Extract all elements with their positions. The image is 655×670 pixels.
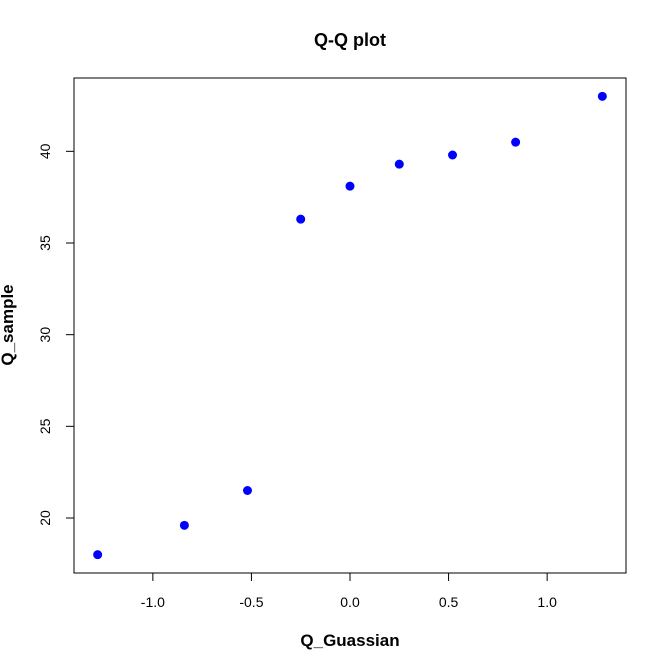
y-tick-label: 25 bbox=[37, 418, 53, 434]
y-tick-label: 30 bbox=[37, 327, 53, 343]
data-point bbox=[394, 159, 404, 169]
data-point bbox=[242, 486, 252, 495]
x-tick-label: 1.0 bbox=[537, 594, 557, 610]
data-point bbox=[511, 137, 521, 147]
y-axis-label: Q_sample bbox=[0, 284, 17, 365]
data-point bbox=[93, 550, 103, 560]
x-tick-label: 0.0 bbox=[340, 594, 360, 610]
data-point bbox=[296, 214, 306, 224]
data-point bbox=[597, 91, 607, 101]
x-tick-label: -1.0 bbox=[141, 594, 165, 610]
chart-title: Q-Q plot bbox=[314, 30, 386, 50]
y-tick-label: 40 bbox=[37, 143, 53, 159]
x-axis-ticks: -1.0 -0.5 0.0 0.5 1.0 bbox=[141, 573, 557, 610]
y-axis-ticks: 20 25 30 35 40 bbox=[37, 143, 74, 526]
x-axis-label: Q_Guassian bbox=[300, 631, 399, 650]
data-point bbox=[179, 520, 189, 530]
y-tick-label: 20 bbox=[37, 510, 53, 526]
data-point bbox=[345, 181, 355, 191]
data-points bbox=[93, 91, 607, 560]
x-tick-label: -0.5 bbox=[239, 594, 263, 610]
x-tick-label: 0.5 bbox=[439, 594, 459, 610]
plot-frame bbox=[73, 77, 627, 574]
y-tick-label: 35 bbox=[37, 235, 53, 251]
data-point bbox=[448, 150, 458, 160]
